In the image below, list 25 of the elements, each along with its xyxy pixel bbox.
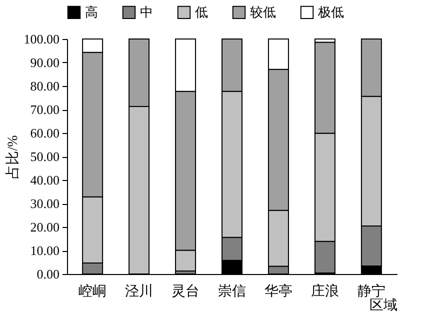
legend-label: 高	[85, 4, 98, 20]
x-tick-label: 崆峒	[78, 284, 107, 300]
y-tick-label: 0.00	[36, 266, 60, 282]
y-tick-label: 30.00	[30, 196, 60, 211]
legend-label: 中	[140, 4, 153, 20]
x-tick-label: 崇信	[218, 284, 246, 300]
y-axis-title: 占比/%	[4, 134, 21, 179]
y-tick-label: 10.00	[30, 243, 60, 258]
x-tick-label: 灵台	[172, 284, 200, 300]
x-tick-label: 静宁	[357, 284, 386, 300]
y-tick-label: 60.00	[30, 126, 60, 140]
x-tick-label: 华亭	[264, 284, 292, 300]
x-tick-label: 庄浪	[310, 284, 339, 300]
y-tick-label: 90.00	[30, 55, 60, 70]
x-tick-label: 泾川	[125, 284, 154, 300]
legend-label: 较低	[250, 4, 276, 20]
y-tick-label: 20.00	[30, 220, 60, 234]
x-axis-title: 区域	[370, 298, 398, 314]
legend-label: 极低	[317, 4, 344, 20]
y-tick-label: 80.00	[30, 78, 60, 94]
y-tick-label: 100.00	[24, 32, 60, 46]
y-tick-label: 40.00	[30, 172, 60, 188]
y-tick-label: 50.00	[30, 149, 60, 164]
y-tick-label: 70.00	[30, 102, 60, 117]
legend-label: 低	[195, 4, 208, 20]
